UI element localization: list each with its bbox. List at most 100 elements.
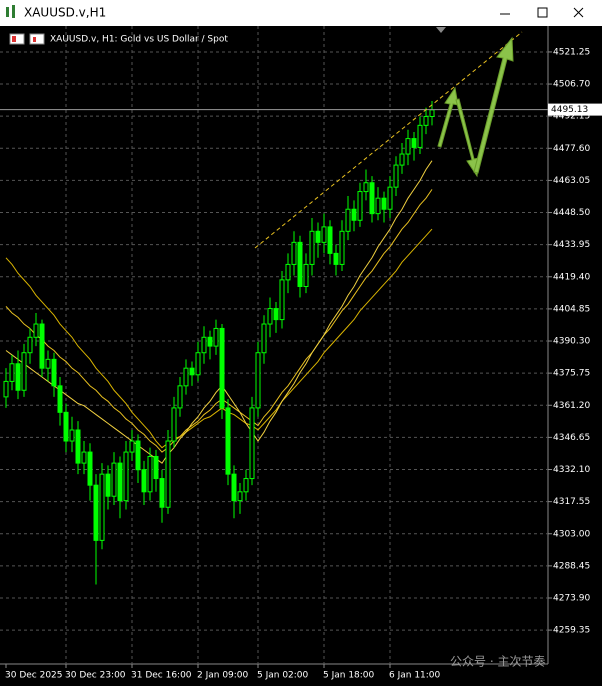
candle-body: [189, 367, 195, 376]
candle-body: [231, 473, 237, 502]
candle-body: [423, 116, 429, 126]
candle-body: [219, 327, 225, 409]
candle-body: [375, 197, 381, 215]
candle-body: [75, 429, 81, 464]
candle-body: [93, 484, 99, 541]
candle-body: [405, 138, 411, 155]
moving-average: [5, 160, 433, 464]
candle-body: [153, 455, 159, 480]
candle-body: [171, 407, 177, 442]
candle-body: [393, 164, 399, 188]
plot: 4521.25 4506.70 4492.15 4477.60 4463.05 4448.…: [0, 26, 602, 681]
x-tick-label: 5 Jan 18:00: [323, 671, 375, 681]
forecast-arrows: [437, 36, 514, 178]
candle-body: [51, 358, 57, 387]
candle-body: [111, 462, 117, 497]
y-tick-label: 4506.70: [553, 80, 590, 90]
candle-body: [369, 182, 375, 215]
candle-body: [303, 263, 309, 287]
price-label: 4495.13: [551, 105, 588, 115]
candle-body: [255, 352, 261, 409]
candle-body: [177, 385, 183, 409]
candle-body: [147, 455, 153, 493]
y-tick-label: 4521.25: [553, 47, 590, 57]
x-tick-label: 30 Dec 23:00: [65, 671, 126, 681]
y-tick-label: 4492.15: [553, 112, 590, 122]
y-tick-label: 4433.95: [553, 240, 590, 250]
window-title: XAUUSD.v,H1: [24, 6, 106, 20]
candle-body: [297, 241, 303, 287]
candle-body: [357, 191, 363, 221]
chart-title: XAUUSD.v, H1: Gold vs US Dollar / Spot: [50, 35, 228, 45]
candle-body: [45, 358, 51, 369]
y-tick-label: 4361.20: [553, 401, 590, 411]
candle-body: [183, 367, 189, 387]
candle-body: [39, 323, 45, 369]
candle-body: [87, 451, 93, 486]
candle-body: [237, 491, 243, 502]
candle-body: [21, 352, 27, 391]
x-tick-label: 30 Dec 2025: [5, 671, 63, 681]
candle-body: [57, 385, 63, 413]
y-tick-label: 4288.45: [553, 561, 590, 571]
y-tick-label: 4419.40: [553, 272, 590, 282]
chart-area: [0, 26, 602, 686]
y-tick-label: 4259.35: [553, 626, 590, 636]
watermark: 公众号 · 主次节奏: [450, 655, 545, 669]
y-tick-label: 4404.85: [553, 304, 590, 314]
candle-body: [99, 473, 105, 541]
y-tick-label: 4303.00: [553, 529, 590, 539]
x-tick-label: 5 Jan 02:00: [257, 671, 309, 681]
candle-body: [27, 336, 33, 354]
candle-body: [411, 138, 417, 148]
y-tick-label: 4273.90: [553, 593, 590, 603]
candle-body: [243, 478, 249, 493]
moving-average: [5, 228, 433, 449]
candle-body: [327, 226, 333, 254]
y-tick-label: 4477.60: [553, 144, 590, 154]
y-tick-label: 4346.65: [553, 433, 590, 443]
x-tick-label: 6 Jan 11:00: [389, 671, 441, 681]
candle-body: [165, 440, 171, 508]
candle-body: [63, 411, 69, 442]
close-button[interactable]: [573, 7, 584, 18]
maximize-button[interactable]: [537, 7, 548, 18]
candle-body: [381, 197, 387, 210]
chart-icons: [9, 33, 45, 45]
candle-body: [399, 153, 405, 166]
candle-body: [315, 230, 321, 243]
candle-body: [417, 124, 423, 148]
candle-body: [279, 279, 285, 321]
y-tick-label: 4463.05: [553, 176, 590, 186]
candle-body: [33, 323, 39, 338]
candle-body: [387, 186, 393, 210]
x-tick-label: 2 Jan 09:00: [197, 671, 249, 681]
y-tick-label: 4317.55: [553, 497, 590, 507]
app-icon: [6, 5, 15, 18]
candle-body: [159, 478, 165, 508]
y-tick-label: 4332.10: [553, 465, 590, 475]
candle-body: [141, 469, 147, 493]
candle-body: [351, 208, 357, 221]
y-tick-label: 4448.50: [553, 208, 590, 218]
shift-marker: [436, 27, 446, 33]
candle-body: [3, 380, 9, 398]
candle-body: [225, 407, 231, 475]
candle-body: [267, 308, 273, 325]
candle-body: [261, 323, 267, 354]
candle-body: [15, 363, 21, 391]
candle-body: [9, 363, 15, 382]
candle-body: [363, 182, 369, 193]
candle-body: [105, 473, 111, 497]
candle-body: [333, 252, 339, 265]
candle-body: [117, 462, 123, 502]
candle-body: [285, 263, 291, 281]
candle-body: [201, 336, 207, 354]
y-tick-label: 4375.75: [553, 369, 590, 379]
candle-body: [123, 451, 129, 502]
candle-body: [291, 241, 297, 265]
y-tick-label: 4390.30: [553, 337, 590, 347]
candle-body: [309, 230, 315, 265]
